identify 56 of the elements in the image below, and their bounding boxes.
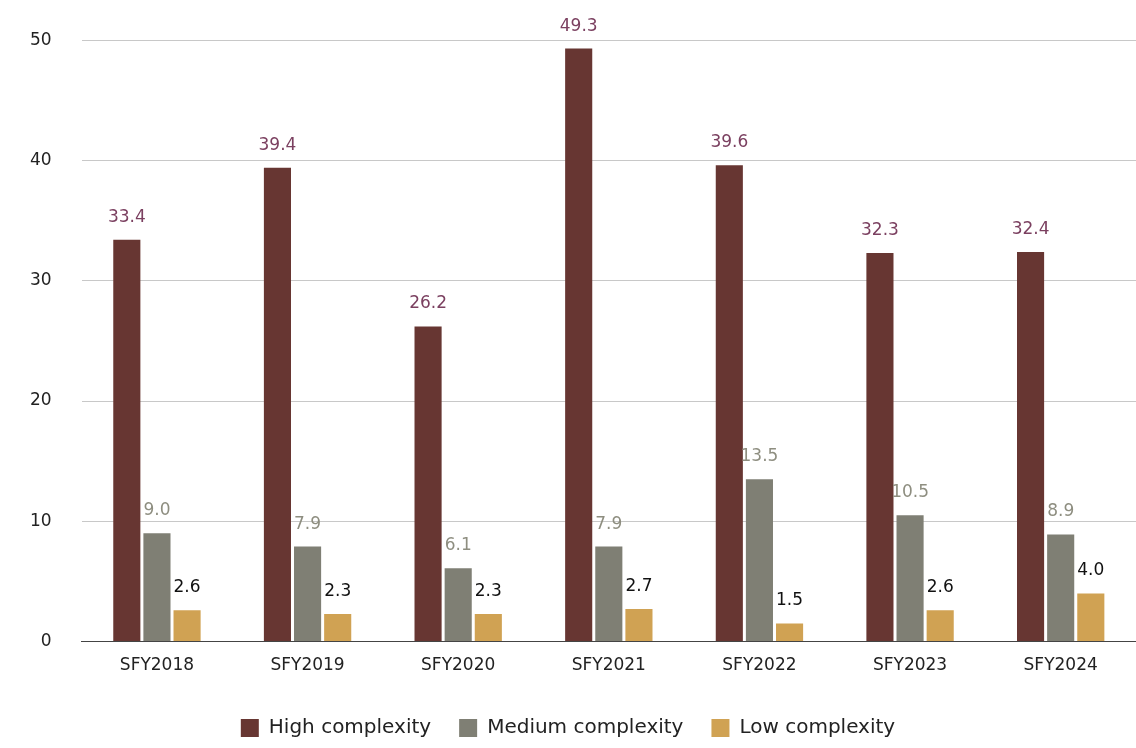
bar (745, 479, 773, 642)
bar (595, 546, 623, 642)
data-label: 8.9 (1047, 500, 1075, 521)
data-label: 26.2 (409, 292, 447, 313)
bar (113, 239, 141, 642)
y-tick-label: 0 (40, 630, 52, 651)
x-tick-label: SFY2021 (571, 654, 646, 675)
y-tick-label: 30 (29, 269, 52, 290)
y-tick-label: 40 (29, 148, 52, 169)
x-tick-label: SFY2022 (722, 654, 797, 675)
y-tick-label: 50 (29, 28, 52, 49)
legend-label: High complexity (268, 714, 432, 739)
bar (866, 253, 894, 642)
bar (926, 610, 954, 642)
data-label: 7.9 (294, 512, 322, 533)
y-tick-label: 10 (29, 509, 52, 530)
data-label: 32.4 (1011, 217, 1050, 238)
legend-label: Medium complexity (487, 714, 684, 739)
data-label: 9.0 (143, 499, 171, 520)
bar (1047, 534, 1075, 642)
data-label: 33.4 (107, 205, 146, 226)
data-label: 1.5 (776, 589, 804, 610)
bar (776, 623, 804, 642)
data-label: 2.7 (625, 575, 653, 596)
bar (625, 609, 653, 642)
bar (324, 613, 352, 642)
bar (444, 568, 472, 642)
x-tick-label: SFY2020 (421, 654, 496, 675)
bar (1077, 593, 1105, 642)
data-label: 2.6 (173, 576, 201, 597)
bar (565, 48, 593, 642)
bar (474, 613, 502, 642)
bar (173, 610, 201, 642)
x-tick-label: SFY2024 (1023, 654, 1098, 675)
data-label: 4.0 (1077, 559, 1105, 580)
y-tick-label: 20 (29, 389, 52, 410)
bar (414, 326, 442, 642)
data-label: 2.3 (474, 579, 502, 600)
data-label: 39.6 (710, 131, 749, 152)
bar (1017, 251, 1045, 642)
x-tick-label: SFY2023 (872, 654, 948, 675)
x-tick-label: SFY2018 (119, 654, 195, 675)
bar (263, 167, 291, 642)
x-tick-label: SFY2019 (270, 654, 345, 675)
data-label: 39.4 (258, 133, 297, 154)
data-label: 2.6 (926, 576, 954, 597)
legend-label: Low complexity (739, 714, 896, 739)
data-label: 49.3 (559, 14, 598, 35)
bar (294, 546, 322, 642)
data-label: 7.9 (595, 512, 623, 533)
bar (896, 515, 924, 642)
data-label: 2.3 (324, 579, 352, 600)
bar (715, 165, 743, 642)
data-label: 32.3 (861, 219, 899, 240)
data-label: 6.1 (444, 534, 472, 555)
bar (143, 533, 171, 642)
